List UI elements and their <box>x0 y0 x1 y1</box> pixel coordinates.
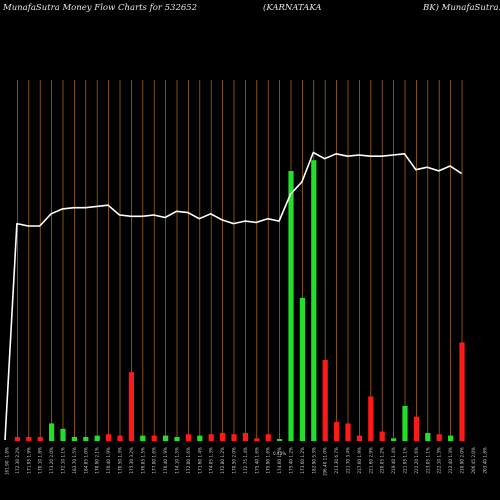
money-flow-bar <box>71 436 77 441</box>
x-tick-label: 170.50 1.3% <box>118 447 123 474</box>
money-flow-bar <box>391 438 397 441</box>
x-tick-label: 223.05 1.1% <box>425 447 430 474</box>
money-flow-bar <box>334 422 340 441</box>
x-tick-label: 203.40 1.8% <box>482 447 487 474</box>
x-tick-label: 176.85 1.5% <box>140 447 145 474</box>
x-tick-label: 213.30 6.7% <box>334 447 339 474</box>
money-flow-bar <box>436 434 442 441</box>
x-tick-label: 170.50 2.0% <box>232 447 237 474</box>
x-tick-label: 161.90 -1.8% <box>5 447 10 475</box>
x-tick-label: 171.95 1.9% <box>26 447 31 474</box>
money-flow-bar <box>288 171 294 441</box>
x-tick-label: 175.90 1.6% <box>266 447 271 474</box>
x-tick-label: 183.70 1.5% <box>72 447 77 474</box>
money-flow-bar <box>402 405 408 441</box>
x-tick-label: 170.40 1.9% <box>106 447 111 474</box>
money-flow-bar <box>356 435 362 441</box>
x-tick-label: 170.10 1.8% <box>38 447 43 474</box>
money-flow-bar <box>197 435 203 441</box>
money-flow-bar <box>448 435 454 441</box>
money-flow-bar <box>60 428 66 441</box>
x-tick-label: 206.45 2.0% <box>471 447 476 474</box>
x-tick-label: 217.60 1.9% <box>357 447 362 474</box>
x-tick-label: 173.20 2.0% <box>49 447 54 474</box>
x-tick-label: 221.60 2.9% <box>368 447 373 474</box>
money-flow-bar <box>151 435 157 441</box>
x-tick-label: 172.30 2.2% <box>15 447 20 474</box>
line-layer <box>4 151 462 441</box>
money-flow-bar <box>208 434 214 441</box>
money-flow-bar <box>37 436 43 441</box>
money-flow-bar <box>94 435 100 441</box>
money-flow-bar <box>425 432 431 441</box>
x-tick-label: 222.10 1.3% <box>437 447 442 474</box>
money-flow-bar <box>368 396 374 441</box>
x-tick-label: 184.85 1.0% <box>83 447 88 474</box>
money-flow-bar <box>128 372 134 441</box>
x-tick-label: 196.40 11.0% <box>323 447 328 476</box>
money-flow-bar <box>49 423 55 441</box>
x-tick-label: 221.95 1.1% <box>403 447 408 474</box>
x-tick-label: 172.75 1.4% <box>243 447 248 474</box>
x-tick-label: 172.80 1.2% <box>220 447 225 474</box>
x-tick-label: 222.20 1.6% <box>414 447 419 474</box>
x-tick-label: 174.05 1.3% <box>209 447 214 474</box>
x-tick-label: 175.40 1.6% <box>254 447 259 474</box>
money-flow-bar <box>220 432 226 441</box>
money-flow-bar <box>231 434 237 441</box>
x-tick-label: 172.00 1.6% <box>186 447 191 474</box>
x-tick-label: 170.90 2.1% <box>95 447 100 474</box>
money-flow-bar <box>459 342 465 441</box>
chart-title-left: MunafaSutra Money Flow Charts for 532652 <box>3 3 198 13</box>
x-tick-label: 171.60 1.4% <box>197 447 202 474</box>
money-flow-bar <box>265 434 271 441</box>
money-flow-bar <box>117 435 123 441</box>
x-tick-label: 219.40 1.4% <box>391 447 396 474</box>
money-flow-bar <box>277 439 283 441</box>
price-line <box>4 151 462 441</box>
x-tick-label: 170.40 1.9% <box>163 447 168 474</box>
money-flow-bar <box>140 435 146 441</box>
money-flow-bar <box>413 416 419 441</box>
annotation-label: 0.43% <box>273 451 286 456</box>
money-flow-bar <box>379 431 385 441</box>
x-tick-label: 177.00 1.6% <box>152 447 157 474</box>
chart-title-right: BK) MunafaSutra.com <box>423 3 500 13</box>
money-flow-bar <box>14 436 20 441</box>
money-flow-bar <box>163 435 169 441</box>
money-flow-bar <box>83 436 89 441</box>
money-flow-bar <box>174 436 180 441</box>
money-flow-bar <box>242 432 248 441</box>
bar-layer <box>14 160 465 441</box>
x-tick-label: 220.05 1.2% <box>380 447 385 474</box>
money-flow-bar <box>185 434 191 441</box>
x-tick-label: 175.30 3.2% <box>129 447 134 474</box>
money-flow-bar <box>322 360 328 441</box>
x-tick-label: 182.90 5.3% <box>311 447 316 474</box>
grid-layer <box>17 80 463 441</box>
money-flow-bar <box>299 297 305 441</box>
x-tick-label: 210.90 2.0% <box>460 447 465 474</box>
money-flow-bar <box>311 160 317 441</box>
x-tick-label: 174.10 1.5% <box>175 447 180 474</box>
money-flow-bar <box>254 438 260 441</box>
money-flow-bar <box>345 423 351 441</box>
money-flow-bar <box>106 434 112 441</box>
tick-layer: 161.90 -1.8% 172.30 2.2% 171.95 1.9% 170.10… <box>5 447 488 476</box>
x-tick-label: 175.40 1.2% <box>289 447 294 474</box>
money-flow-bar <box>26 436 32 441</box>
chart-title-middle: (KARNATAKA <box>263 3 322 13</box>
x-tick-label: 212.40 1.3% <box>448 447 453 474</box>
x-tick-label: 173.60 1.2% <box>300 447 305 474</box>
x-tick-label: 172.10 1.1% <box>61 447 66 474</box>
x-tick-label: 221.70 3.4% <box>346 447 351 474</box>
x-tick-label: 174.60 1.5% <box>277 447 282 474</box>
